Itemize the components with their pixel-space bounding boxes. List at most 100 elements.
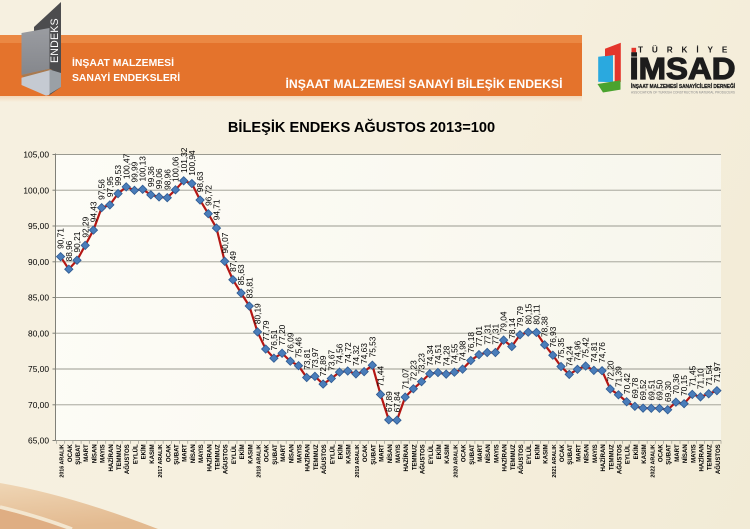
svg-text:74,51: 74,51 <box>433 344 443 365</box>
svg-text:100,47: 100,47 <box>121 153 131 179</box>
svg-text:HAZİRAN: HAZİRAN <box>305 444 312 471</box>
svg-text:MART: MART <box>675 444 681 462</box>
svg-text:NİSAN: NİSAN <box>190 444 197 463</box>
svg-text:76,51: 76,51 <box>269 329 279 350</box>
svg-text:94,43: 94,43 <box>89 201 99 222</box>
svg-text:MAYIS: MAYIS <box>298 444 304 463</box>
svg-text:ŞUBAT: ŞUBAT <box>568 444 574 465</box>
svg-text:96,72: 96,72 <box>203 185 213 206</box>
svg-text:EKİM: EKİM <box>436 444 443 459</box>
svg-text:94,71: 94,71 <box>212 199 222 220</box>
svg-text:79,79: 79,79 <box>515 306 525 327</box>
svg-text:İMSAD: İMSAD <box>630 51 736 86</box>
svg-text:EYLÜL: EYLÜL <box>132 444 139 464</box>
svg-text:67,84: 67,84 <box>392 391 402 412</box>
svg-text:71,07: 71,07 <box>400 368 410 389</box>
svg-text:100,13: 100,13 <box>138 156 148 182</box>
svg-text:72,20: 72,20 <box>605 360 615 381</box>
svg-text:90,07: 90,07 <box>220 232 230 253</box>
svg-text:74,24: 74,24 <box>564 345 574 366</box>
svg-text:ŞUBAT: ŞUBAT <box>371 444 377 465</box>
svg-text:77,01: 77,01 <box>474 326 484 347</box>
svg-text:95,00: 95,00 <box>28 221 49 231</box>
svg-text:MART: MART <box>84 444 90 462</box>
svg-text:71,45: 71,45 <box>687 365 697 386</box>
svg-text:69,51: 69,51 <box>646 379 656 400</box>
svg-text:OCAK: OCAK <box>166 444 172 462</box>
svg-text:73,23: 73,23 <box>417 353 427 374</box>
svg-text:EKİM: EKİM <box>534 444 541 459</box>
svg-text:2019 ARALIK: 2019 ARALIK <box>355 444 361 478</box>
svg-text:74,32: 74,32 <box>351 345 361 366</box>
svg-text:HAZİRAN: HAZİRAN <box>108 444 115 471</box>
svg-text:75,46: 75,46 <box>294 337 304 358</box>
svg-text:74,72: 74,72 <box>343 342 353 363</box>
svg-text:80,19: 80,19 <box>253 303 263 324</box>
svg-text:97,95: 97,95 <box>105 176 115 197</box>
svg-text:73,81: 73,81 <box>302 349 312 370</box>
svg-text:EKİM: EKİM <box>338 444 345 459</box>
svg-text:92,29: 92,29 <box>80 216 90 237</box>
svg-text:74,28: 74,28 <box>441 345 451 366</box>
svg-text:70,15: 70,15 <box>679 375 689 396</box>
svg-text:EYLÜL: EYLÜL <box>231 444 238 464</box>
svg-text:87,49: 87,49 <box>228 251 238 272</box>
svg-text:71,10: 71,10 <box>696 368 706 389</box>
svg-text:NİSAN: NİSAN <box>584 444 591 463</box>
svg-text:2017 ARALIK: 2017 ARALIK <box>158 444 164 478</box>
svg-text:İNŞAAT MALZEMESİ SANAYİCİLERİ: İNŞAAT MALZEMESİ SANAYİCİLERİ DERNEĞİ <box>631 82 736 90</box>
svg-text:2016 ARALIK: 2016 ARALIK <box>60 444 66 478</box>
svg-text:AĞUSTOS: AĞUSTOS <box>714 444 722 474</box>
svg-text:67,89: 67,89 <box>384 391 394 412</box>
svg-text:73,67: 73,67 <box>326 350 336 371</box>
svg-text:AĞUSTOS: AĞUSTOS <box>320 444 328 474</box>
svg-text:KASIM: KASIM <box>445 444 451 463</box>
svg-text:77,20: 77,20 <box>277 324 287 345</box>
svg-text:HAZİRAN: HAZİRAN <box>403 444 410 471</box>
svg-text:79,04: 79,04 <box>499 311 509 332</box>
svg-text:NİSAN: NİSAN <box>485 444 492 463</box>
svg-text:99,53: 99,53 <box>113 165 123 186</box>
svg-text:OCAK: OCAK <box>658 444 664 462</box>
svg-text:76,09: 76,09 <box>285 332 295 353</box>
svg-text:90,00: 90,00 <box>28 257 49 267</box>
svg-text:TEMMUZ: TEMMUZ <box>708 444 714 470</box>
svg-text:98,96: 98,96 <box>162 169 172 190</box>
svg-text:72,23: 72,23 <box>408 360 418 381</box>
svg-text:99,99: 99,99 <box>130 161 140 182</box>
svg-text:MAYIS: MAYIS <box>494 444 500 463</box>
svg-text:EKİM: EKİM <box>633 444 640 459</box>
svg-text:101,32: 101,32 <box>179 147 189 173</box>
svg-text:NİSAN: NİSAN <box>91 444 98 463</box>
svg-text:ŞUBAT: ŞUBAT <box>470 444 476 465</box>
svg-text:ŞUBAT: ŞUBAT <box>76 444 82 465</box>
svg-text:KASIM: KASIM <box>544 444 550 463</box>
svg-text:TEMMUZ: TEMMUZ <box>609 444 615 470</box>
svg-text:65,00: 65,00 <box>28 436 49 446</box>
svg-text:EYLÜL: EYLÜL <box>329 444 336 464</box>
svg-text:ASSOCIATION OF TURKISH CONSTRU: ASSOCIATION OF TURKISH CONSTRUCTION MATE… <box>631 90 735 94</box>
svg-text:74,98: 74,98 <box>458 340 468 361</box>
svg-text:80,11: 80,11 <box>532 304 542 325</box>
svg-text:80,00: 80,00 <box>28 328 49 338</box>
svg-text:105,00: 105,00 <box>23 150 49 160</box>
svg-text:80,15: 80,15 <box>523 303 533 324</box>
svg-text:EYLÜL: EYLÜL <box>428 444 435 464</box>
svg-text:EKİM: EKİM <box>239 444 246 459</box>
svg-text:74,55: 74,55 <box>449 343 459 364</box>
svg-text:85,63: 85,63 <box>236 264 246 285</box>
svg-text:NİSAN: NİSAN <box>288 444 295 463</box>
svg-text:77,31: 77,31 <box>491 324 501 345</box>
svg-text:74,81: 74,81 <box>589 341 599 362</box>
svg-text:74,63: 74,63 <box>359 343 369 364</box>
svg-text:OCAK: OCAK <box>363 444 369 462</box>
svg-text:99,36: 99,36 <box>146 166 156 187</box>
svg-text:74,34: 74,34 <box>425 345 435 366</box>
svg-text:EYLÜL: EYLÜL <box>625 444 632 464</box>
svg-text:ŞUBAT: ŞUBAT <box>273 444 279 465</box>
svg-text:KASIM: KASIM <box>248 444 254 463</box>
svg-text:AĞUSTOS: AĞUSTOS <box>222 444 230 474</box>
svg-text:TEMMUZ: TEMMUZ <box>215 444 221 470</box>
svg-text:HAZİRAN: HAZİRAN <box>502 444 509 471</box>
svg-text:2021 ARALIK: 2021 ARALIK <box>552 444 558 478</box>
